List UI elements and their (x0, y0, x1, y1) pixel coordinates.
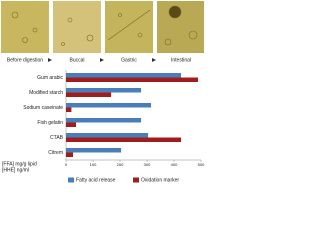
category-label: Gum arabic (37, 75, 63, 81)
micrographs (1, 1, 204, 62)
stage-label: Intestinal (171, 57, 191, 63)
stage-label: Gastric (121, 57, 137, 63)
category-label: Sodium caseinate (23, 105, 63, 111)
bar (66, 122, 76, 127)
droplets (11, 5, 198, 46)
micrograph (1, 1, 49, 53)
x-tick-label: 200 (117, 162, 124, 167)
bar (66, 133, 149, 138)
category-label: Modified starch (29, 90, 63, 96)
bar (66, 137, 182, 142)
x-tick-label: 0 (65, 162, 68, 167)
x-tick-label: 400 (171, 162, 178, 167)
micrograph (53, 1, 101, 53)
legend-swatch (133, 177, 139, 183)
bar (66, 88, 142, 93)
micrograph (157, 1, 204, 53)
bar (66, 92, 112, 97)
x-tick-label: 300 (144, 162, 151, 167)
legend-label: Fatty acid release (76, 177, 116, 183)
axis-label: [HHE] ng/ml (2, 167, 29, 173)
category-label: CTAB (50, 135, 64, 141)
legend-swatch (68, 177, 74, 183)
micrograph (105, 1, 153, 53)
category-label: Fish gelatin (37, 120, 63, 126)
stage-label: Buccal (69, 57, 84, 63)
bar (66, 107, 72, 112)
stage-label: Before digestion (7, 57, 43, 63)
bar (66, 77, 199, 82)
x-tick-label: 100 (90, 162, 97, 167)
category-label: Citrem (48, 150, 63, 156)
x-tick-label: 500 (198, 162, 205, 167)
axis-label: [FFA] mg/g lipid (2, 161, 37, 167)
bar (66, 148, 122, 153)
legend-label: Oxidation marker (141, 177, 179, 183)
bar (66, 103, 152, 108)
arrows (48, 58, 156, 62)
bar (66, 73, 182, 78)
figure: Before digestion Buccal Gastric Intestinal … (1, 1, 205, 183)
bar (66, 118, 142, 123)
bar (66, 152, 74, 157)
